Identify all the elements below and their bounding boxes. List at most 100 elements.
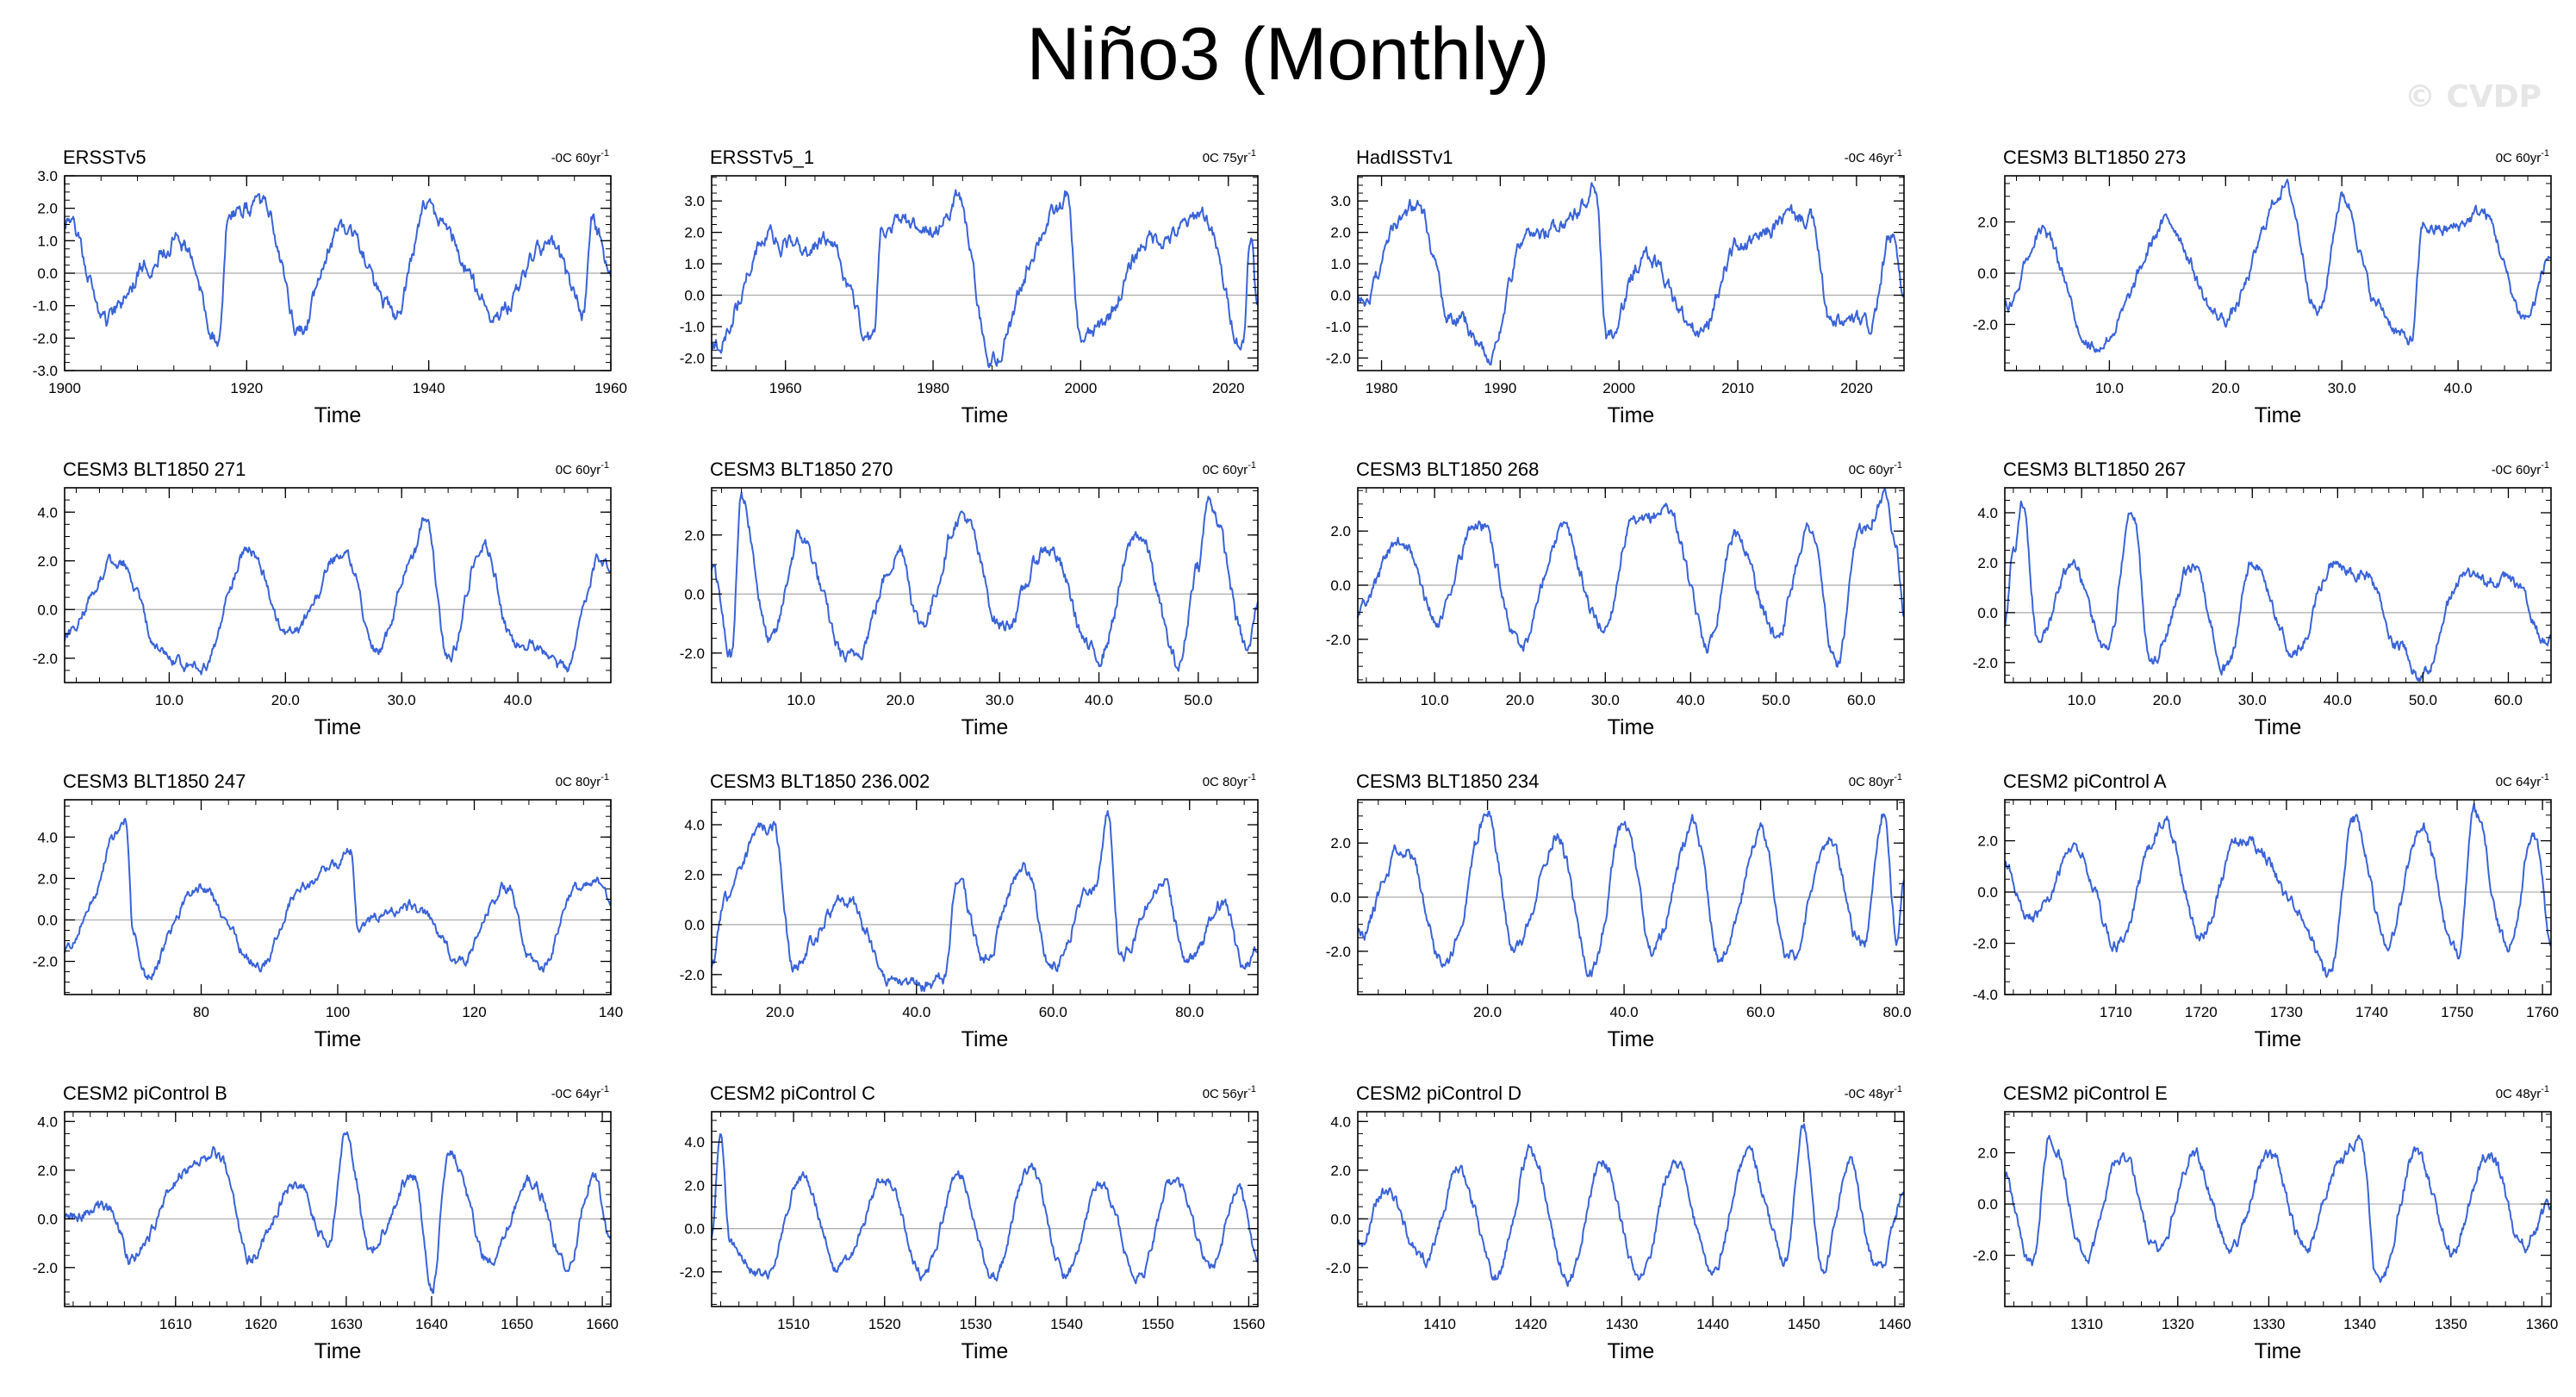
panel-12: CESM2 piControl A 0C 64yr-1 -4.0 -2.0 0.0 2.0… [1973,770,2559,1051]
series-line [711,1133,1259,1285]
panel-title: CESM3 BLT1850 271 [63,458,246,480]
x-tick-label: 40.0 [2444,380,2473,396]
series-line [1357,488,1905,668]
x-tick-label: 2000 [1064,380,1097,396]
panel-title: CESM2 piControl A [2003,770,2167,792]
plot-frame [711,487,1259,683]
panel-1: ERSSTv5 -0C 60yr-1 -3.0 -2.0 -1.0 0.0 1.0 2.0 3.… [33,147,627,427]
panel-title: CESM2 piControl C [710,1082,875,1104]
x-tick-label: 1330 [2253,1316,2286,1332]
series-line [2004,178,2552,353]
y-tick-label: 2.0 [1977,555,1998,571]
x-axis-label: Time [314,1339,362,1363]
panel-trend-note: 0C 64yr-1 [2496,772,2549,789]
panel-title: CESM3 BLT1850 234 [1356,770,1539,792]
series-line [2004,802,2552,978]
x-axis-label: Time [1608,403,1655,427]
y-tick-label: 4.0 [684,817,705,833]
panel-title: CESM3 BLT1850 270 [710,458,893,480]
x-tick-label: 10.0 [2095,380,2124,396]
y-tick-label: 2.0 [1977,833,1998,850]
x-tick-label: 1540 [1050,1316,1083,1332]
y-tick-label: 2.0 [684,1177,705,1194]
x-axis-label: Time [2255,1339,2302,1363]
plot-frame [2004,799,2552,995]
y-tick-label: 0.0 [684,288,705,304]
x-tick-label: 1990 [1484,380,1516,396]
y-tick-label: -2.0 [33,330,58,346]
series-line [711,189,1259,369]
y-tick-label: -2.0 [1326,944,1351,960]
x-tick-label: 40.0 [1085,692,1113,708]
x-tick-label: 20.0 [2153,692,2181,708]
panel-trend-note: -0C 60yr-1 [2492,460,2549,477]
y-tick-label: -2.0 [1326,632,1351,648]
series-line [1357,182,1905,366]
y-tick-label: 0.0 [1977,605,1998,621]
panel-title: HadISSTv1 [1356,147,1453,168]
x-tick-label: 1940 [413,380,445,396]
panel-3: HadISSTv1 -0C 46yr-1 -2.0 -1.0 0.0 1.0 2.0 3.0 1… [1326,147,1905,427]
x-tick-label: 20.0 [2212,380,2240,396]
x-tick-label: 1530 [960,1316,992,1332]
series-line [1357,1123,1905,1288]
y-tick-label: 2.0 [37,201,58,217]
series-line [2004,500,2552,683]
panel-15: CESM2 piControl D -0C 48yr-1 -2.0 0.0 2.0 4.0… [1326,1082,1912,1363]
x-tick-label: 30.0 [388,692,416,708]
x-axis-label: Time [961,1339,1009,1363]
y-tick-label: 2.0 [684,225,705,241]
plot-frame [64,487,612,683]
x-tick-label: 30.0 [1591,692,1620,708]
x-tick-label: 60.0 [1847,692,1876,708]
x-tick-label: 30.0 [2328,380,2356,396]
y-tick-label: -2.0 [680,645,705,662]
plot-frame [1357,175,1905,371]
x-tick-label: 20.0 [1506,692,1534,708]
panel-5: CESM3 BLT1850 271 0C 60yr-1 -2.0 0.0 2.0 4.0 1… [33,458,612,739]
x-tick-label: 30.0 [2238,692,2267,708]
x-tick-label: 100 [326,1004,350,1020]
x-axis-label: Time [1608,715,1655,739]
x-tick-label: 10.0 [1421,692,1449,708]
x-tick-label: 50.0 [1184,692,1212,708]
x-tick-label: 1750 [2441,1004,2473,1020]
x-tick-label: 1900 [48,380,81,396]
plot-frame [711,175,1259,371]
x-tick-label: 2020 [1212,380,1245,396]
panel-trend-note: 0C 80yr-1 [1849,772,1902,789]
y-tick-label: 3.0 [1330,193,1351,209]
x-tick-label: 80 [193,1004,209,1020]
plot-frame [2004,487,2552,683]
x-tick-label: 1960 [769,380,802,396]
x-tick-label: 40.0 [504,692,532,708]
y-tick-label: 0.0 [37,912,58,928]
x-tick-label: 60.0 [2494,692,2523,708]
plot-frame [711,1111,1259,1307]
x-tick-label: 1740 [2355,1004,2388,1020]
x-tick-label: 1980 [1366,380,1398,396]
x-tick-label: 1550 [1142,1316,1174,1332]
y-tick-label: 4.0 [1330,1113,1351,1130]
panel-14: CESM2 piControl C 0C 56yr-1 -2.0 0.0 2.0 4.0 1… [680,1082,1266,1363]
y-tick-label: -2.0 [1326,1260,1351,1276]
x-axis-label: Time [961,1027,1009,1051]
x-tick-label: 50.0 [2409,692,2437,708]
panel-9: CESM3 BLT1850 247 0C 80yr-1 -2.0 0.0 2.0 4.0 8… [33,770,623,1051]
panel-trend-note: 0C 75yr-1 [1203,148,1256,165]
series-line [64,818,612,981]
panel-title: ERSSTv5 [63,147,146,168]
panel-trend-note: 0C 60yr-1 [1203,460,1256,477]
x-tick-label: 80.0 [1175,1004,1204,1020]
x-tick-label: 1360 [2526,1316,2559,1332]
panel-trend-note: 0C 60yr-1 [2496,148,2549,165]
y-tick-label: 3.0 [684,193,705,209]
x-tick-label: 1560 [1233,1316,1266,1332]
y-tick-label: 0.0 [1977,265,1998,282]
y-tick-label: 4.0 [1977,505,1998,521]
x-tick-label: 1310 [2070,1316,2103,1332]
x-tick-label: 40.0 [902,1004,930,1020]
y-tick-label: -2.0 [33,954,58,970]
y-tick-label: -1.0 [33,298,58,315]
plot-frame [64,1111,612,1307]
